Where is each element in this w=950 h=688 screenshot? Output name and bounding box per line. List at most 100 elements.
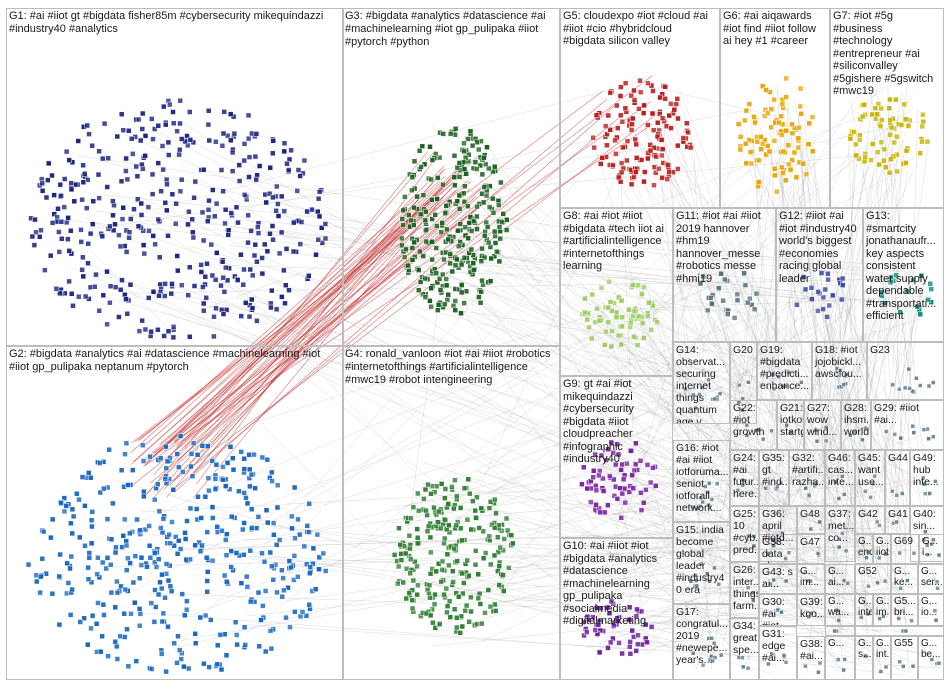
node (299, 609, 306, 615)
node (405, 262, 411, 269)
group-label-g56: G5... bri... (894, 596, 916, 618)
node (162, 476, 169, 482)
edge-line (611, 155, 907, 633)
node (435, 307, 441, 313)
group-label-g46: G46: cas... inte... (828, 452, 854, 488)
node (191, 195, 197, 201)
node (423, 208, 429, 215)
node (265, 519, 271, 526)
node (316, 189, 323, 195)
node (101, 120, 108, 127)
edge-line (741, 153, 860, 424)
group-label-g36: G36: april #iotd... (762, 508, 794, 544)
group-label-g30: G30: #ai #iot... (762, 596, 788, 626)
node (123, 168, 129, 174)
node (114, 589, 121, 596)
group-label-g21: G21: iotkone startgro... (780, 402, 803, 438)
node (322, 221, 329, 227)
node (273, 542, 280, 548)
group-panel-g60: G... ke... (891, 564, 918, 594)
node (459, 623, 466, 630)
node (214, 661, 221, 668)
node (246, 313, 253, 320)
node (119, 216, 126, 222)
node (245, 239, 251, 246)
node (292, 609, 298, 615)
node (81, 615, 87, 622)
node (126, 229, 133, 235)
group-panel-g70: G... i... (919, 534, 944, 564)
node (241, 192, 248, 198)
node (486, 204, 493, 210)
node (80, 254, 86, 261)
node (174, 128, 180, 134)
edge-line (746, 294, 882, 665)
node (89, 509, 96, 515)
node (38, 227, 44, 234)
node (478, 289, 484, 295)
group-panel-g49: G49: hub inte... (910, 450, 944, 506)
node (307, 570, 313, 577)
node (104, 516, 111, 522)
node (457, 221, 464, 227)
node (422, 217, 429, 223)
group-label-g2: G2: #bigdata #analytics #ai #datascience… (9, 348, 321, 373)
edge-line (837, 154, 904, 633)
edge-line (114, 545, 905, 568)
group-label-g34: G34: great spe... (733, 620, 759, 656)
node (484, 224, 491, 230)
node (233, 550, 240, 556)
node (422, 275, 428, 282)
node (241, 466, 248, 472)
node (240, 526, 246, 533)
node (88, 579, 95, 586)
node (248, 506, 255, 512)
edge-line (611, 428, 858, 630)
node (118, 111, 125, 117)
node (156, 254, 163, 261)
node (481, 184, 488, 190)
node (283, 246, 290, 252)
node (61, 508, 68, 515)
node (262, 588, 269, 594)
node (65, 215, 71, 221)
node (303, 612, 310, 619)
edge-line (416, 245, 847, 631)
node (472, 507, 478, 514)
node (467, 214, 474, 220)
node (295, 516, 301, 523)
node (170, 324, 177, 330)
edge-line (741, 79, 869, 278)
edge-line (660, 186, 832, 659)
node (278, 229, 285, 236)
node (121, 634, 128, 640)
node (164, 207, 170, 214)
node (155, 160, 161, 166)
edge-line (871, 90, 909, 674)
edge-line (88, 143, 680, 230)
node (146, 523, 152, 529)
node (184, 133, 190, 139)
node (269, 469, 275, 476)
node (101, 485, 107, 492)
edge-line (138, 196, 941, 583)
node (155, 327, 161, 333)
node (270, 577, 276, 583)
node (152, 241, 158, 248)
node (244, 584, 251, 590)
node (69, 586, 75, 593)
node (184, 518, 190, 524)
edge-line (587, 315, 869, 553)
edge-line (235, 284, 416, 473)
node (202, 274, 209, 280)
node (254, 258, 260, 265)
node (225, 232, 231, 238)
node (39, 180, 46, 187)
node (123, 440, 130, 447)
edge-line (617, 612, 905, 625)
node (454, 256, 460, 263)
edge-line (660, 155, 904, 590)
node (205, 207, 212, 213)
node (165, 577, 172, 584)
node (470, 267, 477, 273)
